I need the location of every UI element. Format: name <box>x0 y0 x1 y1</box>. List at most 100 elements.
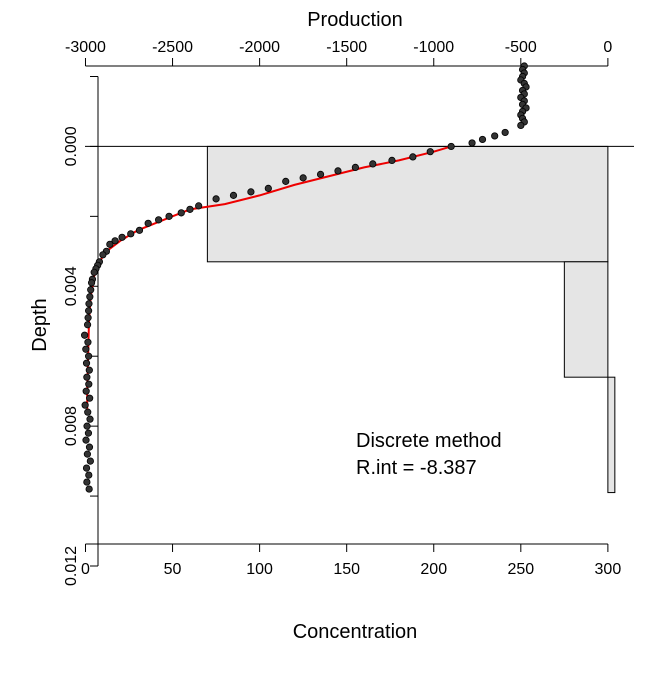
production-bar-2 <box>607 376 616 494</box>
data-point-81 <box>85 471 93 479</box>
data-point-46 <box>106 240 114 248</box>
data-point-73 <box>86 415 94 423</box>
bottom-tick-label-1: 50 <box>164 561 182 578</box>
data-point-69 <box>82 387 90 395</box>
left-axis-ticks <box>90 75 98 567</box>
data-point-27 <box>351 163 359 171</box>
top-axis-tick-labels: -3000 -2500 -2000 -1500 -1000 -500 0 <box>65 39 612 56</box>
left-tick-label-3: 0.012 <box>63 546 80 586</box>
data-point-70 <box>86 394 94 402</box>
data-point-57 <box>85 300 93 308</box>
bottom-tick-label-4: 200 <box>420 561 447 578</box>
data-point-44 <box>118 233 126 241</box>
data-point-28 <box>334 167 342 175</box>
data-point-32 <box>264 184 272 192</box>
data-point-43 <box>127 230 135 238</box>
data-point-48 <box>99 251 107 259</box>
bottom-axis-ticks <box>84 544 609 552</box>
data-point-18 <box>501 128 509 137</box>
data-point-76 <box>82 436 90 444</box>
data-point-37 <box>186 205 194 213</box>
data-point-74 <box>83 422 91 430</box>
data-point-21 <box>468 139 476 147</box>
top-axis-ticks <box>84 58 609 66</box>
bottom-axis-tick-labels: 0 50 100 150 200 250 300 <box>81 561 621 578</box>
r-int-annotation: R.int = -8.387 <box>356 457 477 479</box>
data-point-36 <box>195 202 203 210</box>
data-point-23 <box>426 148 434 156</box>
data-point-26 <box>369 160 377 168</box>
data-point-38 <box>177 209 185 217</box>
data-point-83 <box>85 485 93 493</box>
data-point-45 <box>111 237 119 245</box>
bottom-tick-label-5: 250 <box>507 561 534 578</box>
left-axis: 0.000 0.004 0.008 0.012 <box>63 75 99 586</box>
bottom-tick-label-2: 100 <box>246 561 273 578</box>
data-point-34 <box>229 191 238 199</box>
production-bar-1 <box>563 261 609 378</box>
data-point-82 <box>83 478 91 486</box>
data-point-72 <box>84 408 92 416</box>
concentration-points <box>81 62 530 493</box>
top-tick-label-4: -1000 <box>413 39 454 56</box>
top-tick-label-2: -2000 <box>239 39 280 56</box>
data-point-65 <box>82 359 91 367</box>
data-point-62 <box>84 338 92 346</box>
bottom-tick-label-0: 0 <box>81 561 90 578</box>
bottom-axis-title: Concentration <box>293 621 418 643</box>
data-point-25 <box>388 156 396 165</box>
method-annotation: Discrete method <box>356 430 502 452</box>
data-point-31 <box>282 177 290 185</box>
production-bars <box>206 145 616 494</box>
bottom-tick-label-3: 150 <box>333 561 360 578</box>
top-tick-label-3: -1500 <box>326 39 367 56</box>
data-point-30 <box>299 174 307 182</box>
bottom-tick-label-6: 300 <box>595 561 622 578</box>
top-tick-label-6: 0 <box>603 39 612 56</box>
data-point-54 <box>87 279 96 287</box>
data-point-61 <box>81 331 89 339</box>
top-tick-label-1: -2500 <box>152 39 193 56</box>
data-point-68 <box>85 380 93 388</box>
data-point-19 <box>491 132 499 140</box>
data-point-59 <box>84 314 92 322</box>
left-tick-label-1: 0.004 <box>63 266 80 306</box>
data-point-40 <box>155 216 163 224</box>
data-point-80 <box>82 464 91 472</box>
production-bar-0 <box>206 145 609 263</box>
data-point-77 <box>85 443 94 451</box>
bottom-axis: 0 50 100 150 200 250 300 <box>81 543 621 578</box>
top-tick-label-0: -3000 <box>65 39 106 56</box>
data-point-42 <box>135 226 144 234</box>
data-point-64 <box>85 352 93 360</box>
data-point-58 <box>85 307 93 315</box>
data-point-22 <box>447 142 455 151</box>
data-point-39 <box>165 212 173 220</box>
data-point-33 <box>247 188 255 196</box>
left-axis-tick-labels: 0.000 0.004 0.008 0.012 <box>63 126 80 586</box>
data-point-78 <box>83 450 91 458</box>
data-point-52 <box>90 268 98 276</box>
data-point-66 <box>85 366 93 374</box>
data-point-17 <box>517 121 525 130</box>
data-point-75 <box>84 429 93 437</box>
data-point-20 <box>478 135 487 144</box>
data-point-35 <box>212 195 220 203</box>
data-point-71 <box>81 401 89 409</box>
top-axis: -3000 -2500 -2000 -1500 -1000 -500 0 <box>65 39 612 67</box>
data-point-63 <box>82 345 90 353</box>
top-tick-label-5: -500 <box>505 39 537 56</box>
top-axis-title: Production <box>307 9 403 31</box>
data-point-60 <box>83 321 92 329</box>
data-point-41 <box>144 219 152 227</box>
data-point-79 <box>86 457 94 465</box>
data-point-29 <box>316 170 325 178</box>
data-point-67 <box>83 373 91 381</box>
left-axis-title: Depth <box>29 298 51 351</box>
left-tick-label-0: 0.000 <box>63 126 80 166</box>
data-point-56 <box>86 293 94 301</box>
data-point-24 <box>409 153 417 161</box>
left-tick-label-2: 0.008 <box>63 406 80 446</box>
